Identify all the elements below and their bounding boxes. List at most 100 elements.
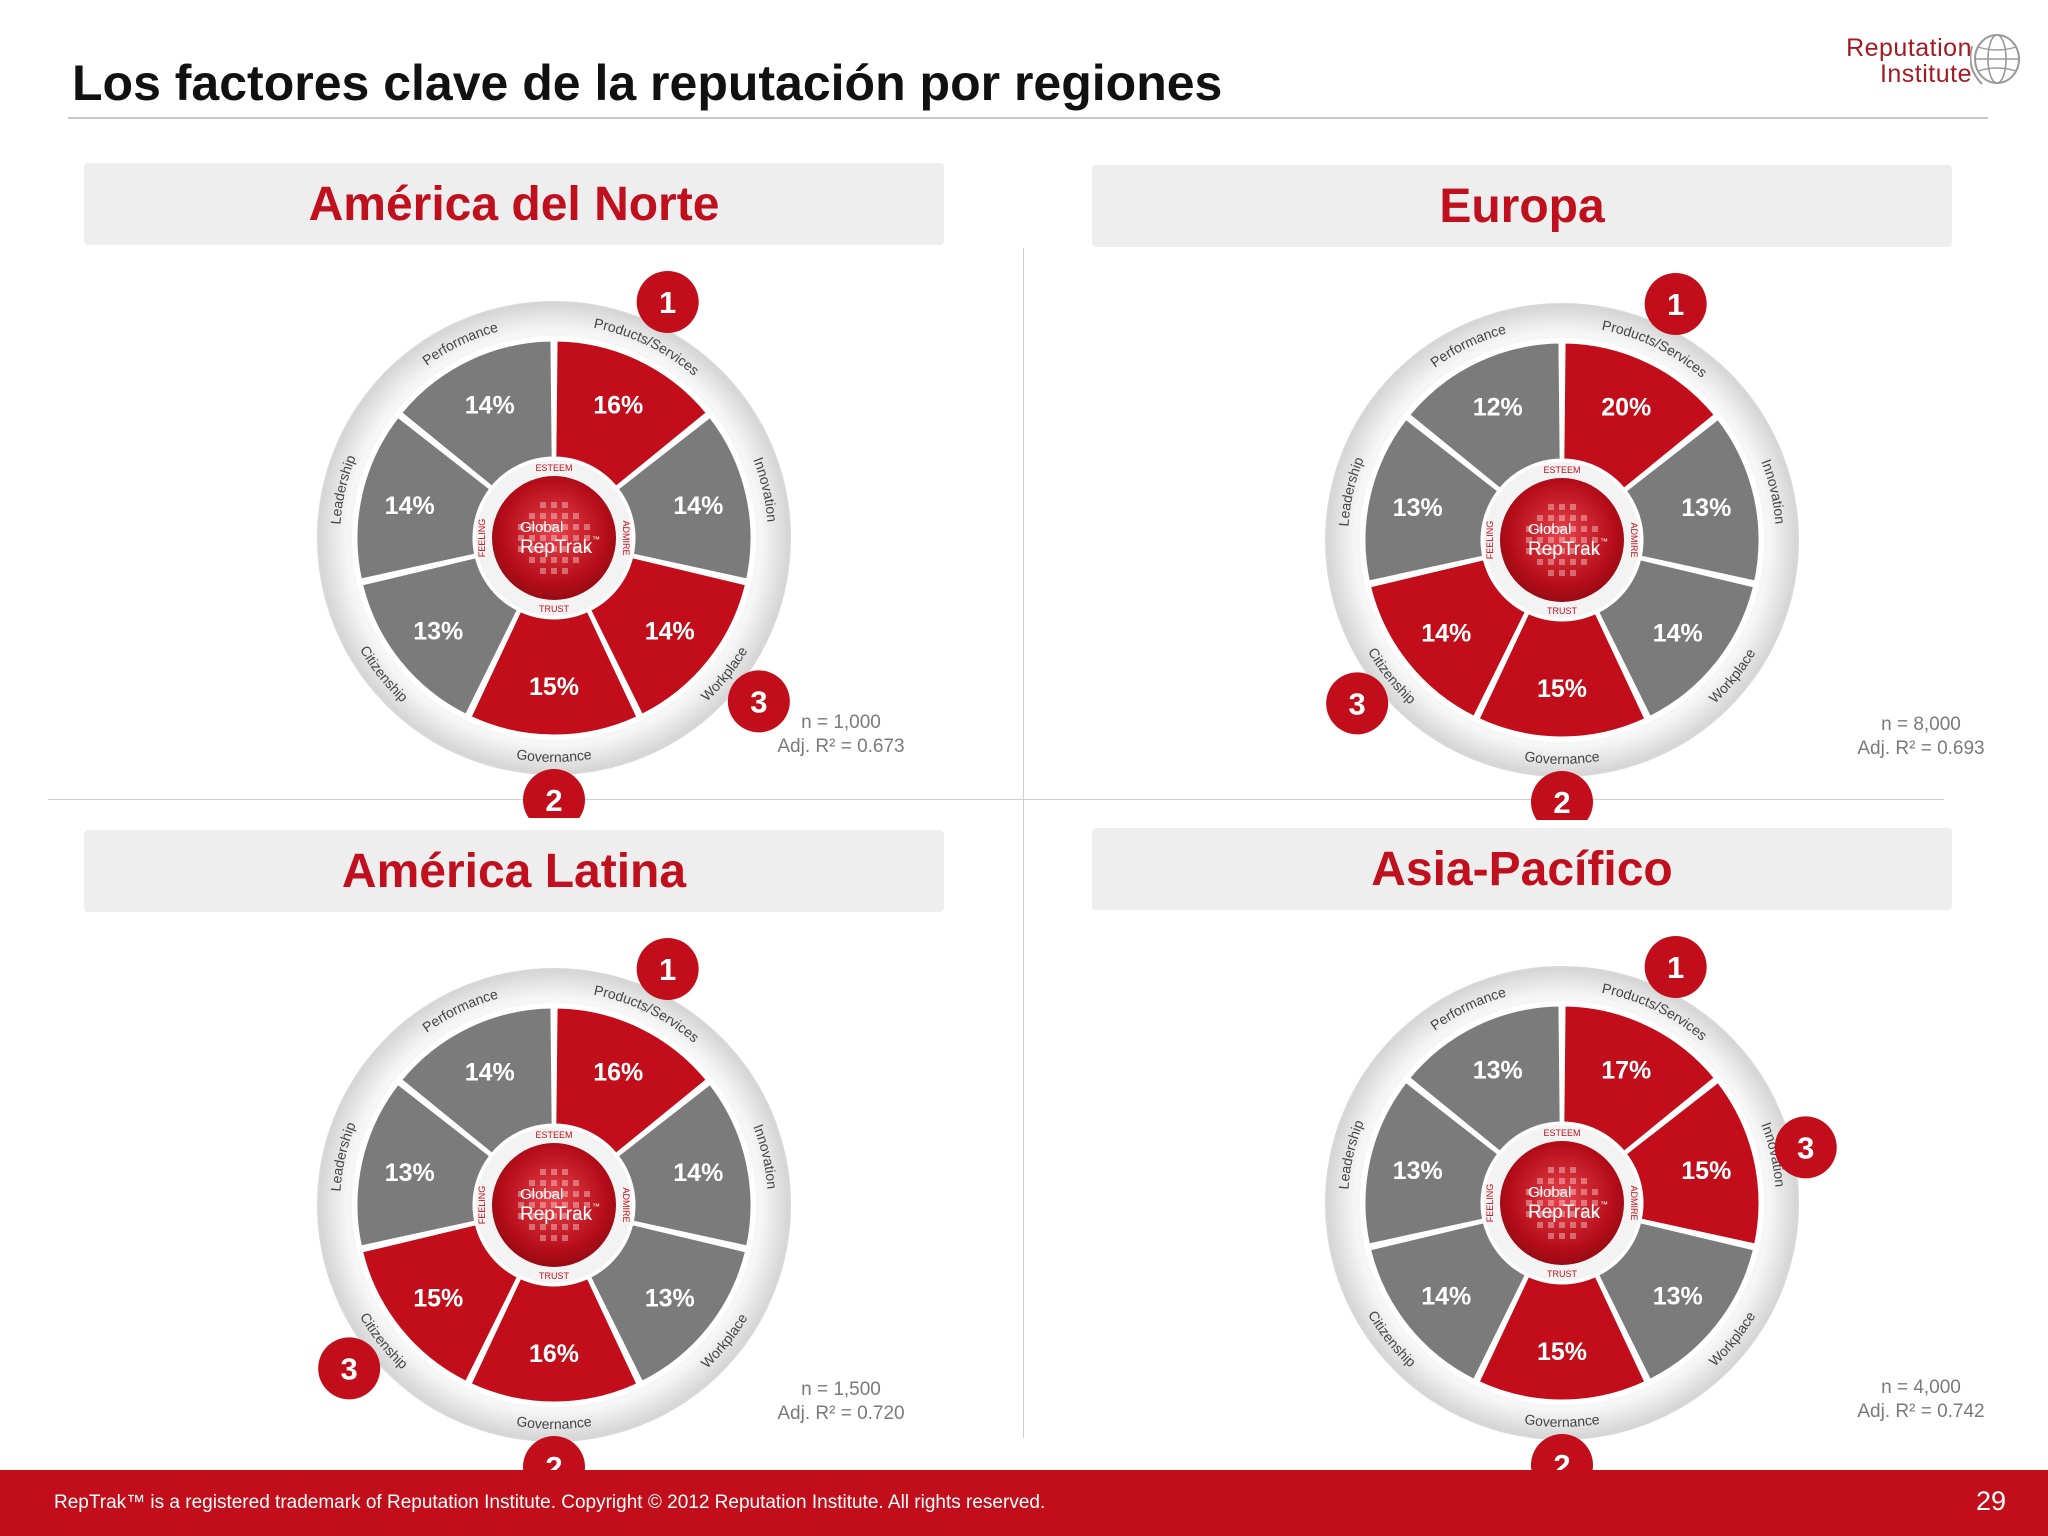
value-label-leadership: 13% [385,1159,435,1187]
rank-badge-3: 3 [1326,672,1389,735]
value-label-innovation: 15% [1681,1157,1731,1185]
segment-innovation [1622,1079,1762,1247]
center-label-global: Global [1528,1184,1571,1201]
sample-stats: n = 1,500 Adj. R² = 0.720 [726,1378,956,1426]
center-label-tm: ™ [592,535,600,544]
quadrant-divider-horizontal [48,799,1944,800]
segment-performance [1406,340,1563,492]
value-label-innovation: 14% [673,1159,723,1187]
value-label-citizenship: 13% [413,617,463,645]
segment-products-services [553,338,710,490]
rank-badge-3: 3 [727,670,790,733]
segment-governance [467,1275,641,1405]
value-label-governance: 15% [529,673,579,701]
rank-badge-2: 2 [1531,771,1593,820]
title-rule [68,117,1988,119]
center-label-global: Global [1528,521,1571,538]
category-label-governance: Governance [1524,748,1601,767]
ring-label-trust: TRUST [539,1271,569,1281]
reptrak-wheel: 16%Products/Services14%Innovation13%Work… [317,937,791,1485]
segment-workplace [1595,556,1757,720]
rank-badge-number: 1 [1667,287,1684,322]
page-title: Los factores clave de la reputación por … [72,55,1223,111]
center-label-global: Global [520,1186,563,1203]
category-label-governance: Governance [516,1413,593,1432]
value-label-workplace: 13% [645,1284,695,1312]
ring-label-esteem: ESTEEM [535,1130,572,1140]
value-label-performance: 14% [465,392,515,420]
value-label-leadership: 13% [1393,494,1443,522]
segment-performance [1406,1003,1563,1155]
ring-label-esteem: ESTEEM [535,463,572,473]
segment-products-services [1561,340,1718,492]
center-pattern [1526,504,1598,576]
sample-stats: n = 8,000 Adj. R² = 0.693 [1806,713,2036,761]
segment-innovation [614,414,754,582]
rank-badge-number: 2 [545,783,562,818]
segment-citizenship [1367,1219,1529,1383]
segment-leadership [354,1081,494,1249]
sample-size: n = 1,000 [801,712,881,733]
ring-label-admire: ADMIRE [621,520,631,555]
value-label-leadership: 14% [385,492,435,520]
value-label-citizenship: 14% [1421,619,1471,647]
sample-size: n = 1,500 [801,1379,881,1400]
center-label-tm: ™ [1600,1200,1608,1209]
center-label-tm: ™ [592,1202,600,1211]
sample-stats: n = 1,000 Adj. R² = 0.673 [726,711,956,759]
center-disc [492,1143,616,1267]
center-label-reptrak: RepTrak [520,537,593,558]
center-label-reptrak: RepTrak [520,1204,593,1225]
segment-workplace [1595,1219,1757,1383]
category-label-governance: Governance [516,746,593,765]
center-pattern [518,1169,590,1241]
center-label-reptrak: RepTrak [1528,1202,1601,1223]
ring-label-trust: TRUST [1547,1269,1577,1279]
region-north-america: América del Norte 16% Products/Services 14… [84,163,1084,818]
segment-governance [467,608,641,738]
adjusted-r-squared: Adj. R² = 0.742 [1857,1401,1985,1422]
region-europe: Europa 20% Products/Services 13% Innovation… [1092,165,2048,820]
ring-label-feeling: FEELING [1485,521,1495,560]
page-number: 29 [1975,1486,2006,1516]
value-label-performance: 13% [1473,1057,1523,1085]
region-title-text: América del Norte [308,177,720,231]
rank-badge-1: 1 [1644,272,1707,335]
value-label-workplace: 14% [645,617,695,645]
ring-label-admire: ADMIRE [1629,522,1639,557]
footer-bar: RepTrak™ is a registered trademark of Re… [0,1470,2048,1536]
rank-badge-2: 2 [523,769,585,818]
ring-label-feeling: FEELING [477,519,487,558]
value-label-governance: 15% [1537,675,1587,703]
value-label-citizenship: 15% [413,1284,463,1312]
adjusted-r-squared: Adj. R² = 0.720 [777,1403,905,1424]
center-pattern [518,502,590,574]
ring-label-trust: TRUST [1547,606,1577,616]
value-label-citizenship: 14% [1421,1282,1471,1310]
rank-badge-number: 3 [1797,1130,1814,1165]
ring-label-feeling: FEELING [1485,1184,1495,1223]
adjusted-r-squared: Adj. R² = 0.673 [777,736,905,757]
rank-badge-1: 1 [636,937,699,1000]
sample-size: n = 8,000 [1881,714,1961,735]
region-title: América Latina [84,830,944,912]
region-title: Asia-Pacífico [1092,828,1952,910]
copyright-note: RepTrak™ is a registered trademark of Re… [54,1492,1046,1513]
center-label-tm: ™ [1600,537,1608,546]
region-title: Europa [1092,165,1952,247]
region-title-text: América Latina [341,844,687,898]
ring-label-admire: ADMIRE [1629,1185,1639,1220]
value-label-products-services: 17% [1601,1057,1651,1085]
segment-workplace [587,1221,749,1385]
reptrak-wheel: 20%Products/Services13%Innovation14%Work… [1325,272,1799,820]
center-disc [492,476,616,600]
rank-badge-1: 1 [636,270,699,333]
rank-badge-3: 3 [1774,1116,1837,1179]
adjusted-r-squared: Adj. R² = 0.693 [1857,738,1985,759]
segment-leadership [1362,416,1502,584]
segment-citizenship [359,554,521,718]
sample-stats: n = 4,000 Adj. R² = 0.742 [1806,1376,2036,1424]
value-label-products-services: 20% [1601,394,1651,422]
rank-badge-number: 3 [750,684,767,719]
ring-label-feeling: FEELING [477,1186,487,1225]
